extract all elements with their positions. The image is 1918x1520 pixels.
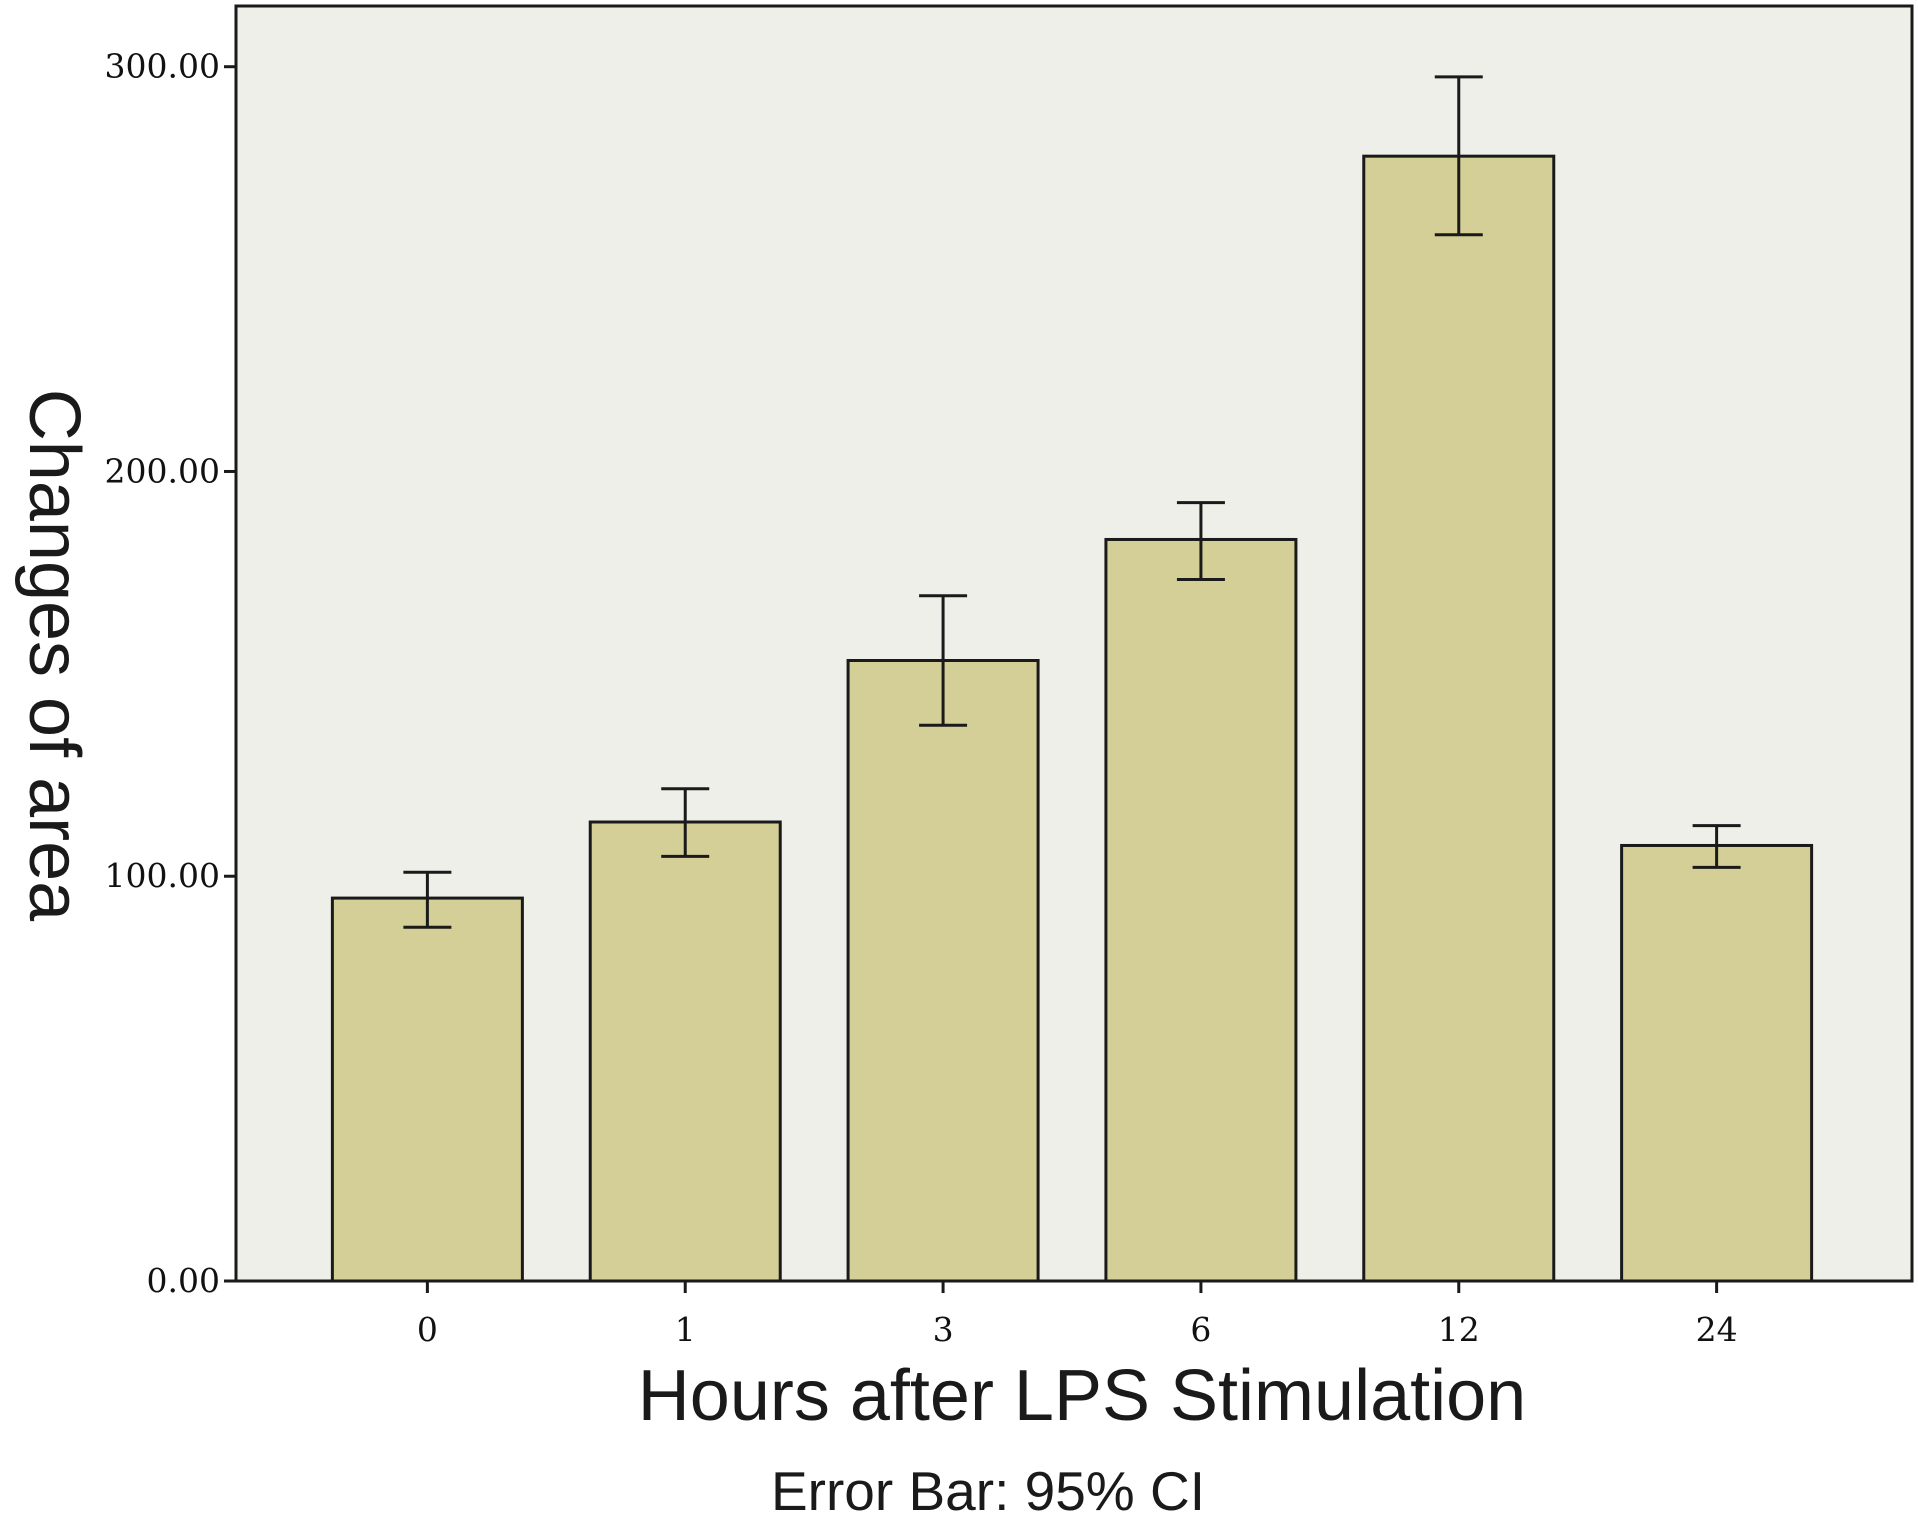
y-tick-label: 200.00 <box>105 451 220 490</box>
x-tick-label: 24 <box>1696 1310 1738 1349</box>
y-tick-label: 100.00 <box>105 856 220 895</box>
bar-12 <box>1362 154 1556 1283</box>
x-axis-label: Hours after LPS Stimulation <box>638 1356 1526 1436</box>
error-bar-note: Error Bar: 95% CI <box>771 1460 1205 1520</box>
y-tick-label: 0.00 <box>147 1261 220 1300</box>
x-tick-label: 12 <box>1438 1310 1480 1349</box>
x-tick-label: 0 <box>417 1310 438 1349</box>
y-tick-label: 300.00 <box>105 47 220 86</box>
x-tick-label: 1 <box>675 1310 696 1349</box>
bar-1 <box>588 820 782 1283</box>
bar-6 <box>1104 537 1298 1283</box>
bar-3 <box>846 659 1040 1283</box>
bar-0 <box>330 896 524 1283</box>
x-tick-label: 3 <box>933 1310 954 1349</box>
y-axis-label: Changes of area <box>14 389 94 922</box>
x-tick-label: 6 <box>1190 1310 1211 1349</box>
bar-24 <box>1620 843 1814 1283</box>
